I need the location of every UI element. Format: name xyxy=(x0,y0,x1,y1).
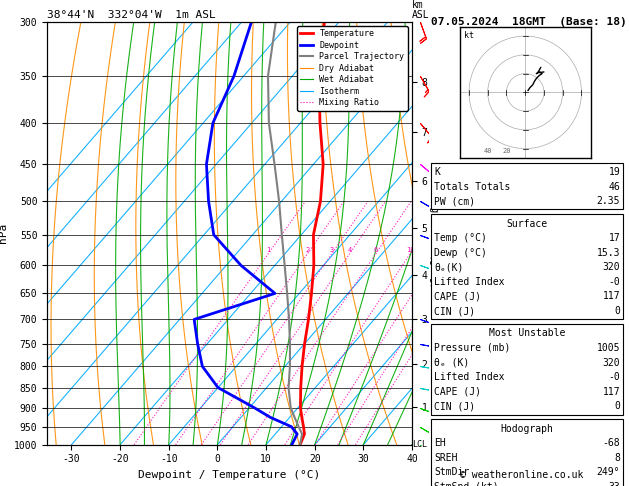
Text: km
ASL: km ASL xyxy=(412,0,430,20)
Text: 10: 10 xyxy=(406,247,415,253)
Text: Dewp (°C): Dewp (°C) xyxy=(434,248,487,258)
Text: 17: 17 xyxy=(608,233,620,243)
Text: Totals Totals: Totals Totals xyxy=(434,182,510,191)
Text: Hodograph: Hodograph xyxy=(500,424,554,434)
Text: EH: EH xyxy=(434,438,446,448)
Y-axis label: hPa: hPa xyxy=(0,223,8,243)
Text: StmDir: StmDir xyxy=(434,468,469,477)
Legend: Temperature, Dewpoint, Parcel Trajectory, Dry Adiabat, Wet Adiabat, Isotherm, Mi: Temperature, Dewpoint, Parcel Trajectory… xyxy=(297,26,408,111)
Text: SREH: SREH xyxy=(434,453,457,463)
Text: 1: 1 xyxy=(266,247,270,253)
Text: 38°44'N  332°04'W  1m ASL: 38°44'N 332°04'W 1m ASL xyxy=(47,10,216,20)
Text: 6: 6 xyxy=(374,247,378,253)
Text: 117: 117 xyxy=(603,292,620,301)
Text: Temp (°C): Temp (°C) xyxy=(434,233,487,243)
Text: 07.05.2024  18GMT  (Base: 18): 07.05.2024 18GMT (Base: 18) xyxy=(431,17,626,27)
Text: 0: 0 xyxy=(615,401,620,411)
Text: -68: -68 xyxy=(603,438,620,448)
Text: 0: 0 xyxy=(615,306,620,316)
Text: LCL: LCL xyxy=(412,440,427,449)
Y-axis label: Mixing Ratio (g/kg): Mixing Ratio (g/kg) xyxy=(429,177,438,289)
Text: Most Unstable: Most Unstable xyxy=(489,329,565,338)
Text: © weatheronline.co.uk: © weatheronline.co.uk xyxy=(460,470,584,480)
Text: 320: 320 xyxy=(603,358,620,367)
Text: Lifted Index: Lifted Index xyxy=(434,372,504,382)
Text: 249°: 249° xyxy=(597,468,620,477)
Text: 20: 20 xyxy=(502,148,511,154)
Text: 2: 2 xyxy=(306,247,310,253)
Text: CIN (J): CIN (J) xyxy=(434,401,475,411)
Text: CAPE (J): CAPE (J) xyxy=(434,387,481,397)
Text: 4: 4 xyxy=(348,247,352,253)
Text: CAPE (J): CAPE (J) xyxy=(434,292,481,301)
Text: 33: 33 xyxy=(608,482,620,486)
Text: 2.35: 2.35 xyxy=(597,196,620,206)
Text: Lifted Index: Lifted Index xyxy=(434,277,504,287)
Text: 15.3: 15.3 xyxy=(597,248,620,258)
Text: 117: 117 xyxy=(603,387,620,397)
Text: Surface: Surface xyxy=(506,219,547,228)
X-axis label: Dewpoint / Temperature (°C): Dewpoint / Temperature (°C) xyxy=(138,470,321,480)
Text: 46: 46 xyxy=(608,182,620,191)
Text: CIN (J): CIN (J) xyxy=(434,306,475,316)
Text: StmSpd (kt): StmSpd (kt) xyxy=(434,482,499,486)
Text: 19: 19 xyxy=(608,167,620,177)
Text: 320: 320 xyxy=(603,262,620,272)
Text: 3: 3 xyxy=(330,247,334,253)
Text: θₑ (K): θₑ (K) xyxy=(434,358,469,367)
Text: K: K xyxy=(434,167,440,177)
Text: 8: 8 xyxy=(615,453,620,463)
Text: Pressure (mb): Pressure (mb) xyxy=(434,343,510,353)
Text: -0: -0 xyxy=(608,277,620,287)
Text: θₑ(K): θₑ(K) xyxy=(434,262,464,272)
Text: 1005: 1005 xyxy=(597,343,620,353)
Text: -0: -0 xyxy=(608,372,620,382)
Text: 40: 40 xyxy=(484,148,492,154)
Text: PW (cm): PW (cm) xyxy=(434,196,475,206)
Text: kt: kt xyxy=(464,31,474,40)
